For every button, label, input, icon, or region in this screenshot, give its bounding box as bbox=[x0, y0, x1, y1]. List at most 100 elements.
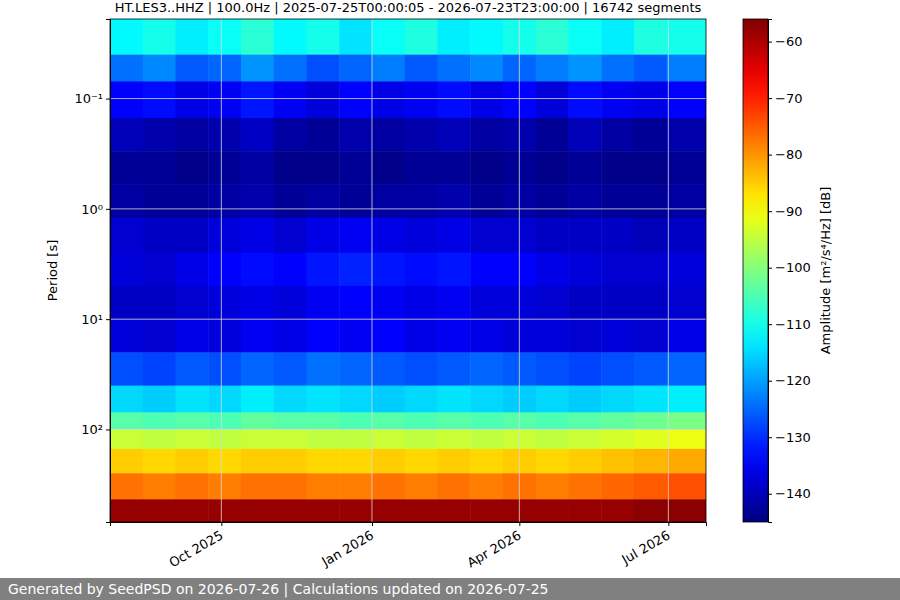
tick: −100 bbox=[768, 260, 811, 275]
cell bbox=[110, 319, 143, 353]
cell bbox=[208, 184, 241, 218]
cell bbox=[175, 386, 208, 413]
cell bbox=[372, 253, 405, 287]
cell bbox=[601, 412, 634, 430]
colorbar-title: Amplitude [m²/s⁴/Hz] [dB] bbox=[818, 187, 833, 355]
cell bbox=[274, 386, 307, 413]
cell bbox=[175, 151, 208, 185]
cell bbox=[208, 55, 241, 82]
cell bbox=[405, 118, 438, 152]
cell bbox=[405, 386, 438, 413]
cell bbox=[470, 218, 503, 254]
cell bbox=[143, 473, 176, 499]
tick-mark bbox=[768, 324, 772, 325]
cell bbox=[437, 473, 470, 499]
cell bbox=[143, 319, 176, 353]
cell bbox=[634, 286, 667, 320]
cell bbox=[372, 429, 405, 449]
tick-label: 10¹ bbox=[81, 312, 103, 327]
cell bbox=[306, 352, 339, 386]
cell bbox=[274, 151, 307, 185]
cell bbox=[437, 55, 470, 82]
tick-mark bbox=[668, 522, 669, 526]
cell bbox=[241, 352, 274, 386]
cell bbox=[339, 352, 372, 386]
cell bbox=[536, 253, 569, 287]
axis: Oct 2025Jan 2026Apr 2026Jul 2026 bbox=[111, 522, 707, 570]
cell bbox=[175, 473, 208, 499]
tick-mark bbox=[519, 522, 520, 526]
tick-mark bbox=[768, 494, 772, 495]
cell bbox=[306, 286, 339, 320]
cell bbox=[241, 81, 274, 118]
cell bbox=[110, 386, 143, 413]
cell bbox=[110, 253, 143, 287]
cell bbox=[470, 151, 503, 185]
cell bbox=[601, 81, 634, 118]
cell bbox=[274, 473, 307, 499]
cell bbox=[470, 55, 503, 82]
axis: 10⁻¹10⁰10¹10² bbox=[74, 20, 110, 523]
cell bbox=[339, 286, 372, 320]
cell bbox=[536, 352, 569, 386]
tick: Jul 2026 bbox=[618, 522, 672, 567]
cell bbox=[667, 19, 706, 55]
tick-mark bbox=[768, 211, 772, 212]
cell bbox=[470, 386, 503, 413]
cell bbox=[568, 253, 601, 287]
cell bbox=[634, 55, 667, 82]
cell bbox=[601, 218, 634, 254]
cell bbox=[175, 286, 208, 320]
cell bbox=[306, 218, 339, 254]
cell bbox=[208, 429, 241, 449]
tick-label: Jan 2026 bbox=[318, 528, 376, 570]
tick-label: −100 bbox=[775, 260, 811, 275]
tick: 10⁻¹ bbox=[74, 91, 110, 106]
tick: −80 bbox=[768, 147, 802, 162]
cell bbox=[405, 352, 438, 386]
cell bbox=[667, 429, 706, 449]
tick: Oct 2025 bbox=[166, 522, 225, 570]
cell bbox=[339, 55, 372, 82]
cell bbox=[634, 151, 667, 185]
cell bbox=[274, 319, 307, 353]
cell bbox=[372, 81, 405, 118]
cell bbox=[143, 253, 176, 287]
cell bbox=[208, 19, 241, 55]
cell bbox=[470, 184, 503, 218]
tick: −60 bbox=[768, 34, 802, 49]
cell bbox=[208, 499, 241, 522]
cell bbox=[601, 19, 634, 55]
cell bbox=[110, 499, 143, 522]
cell bbox=[601, 352, 634, 386]
plot-frame bbox=[110, 19, 706, 522]
cell bbox=[143, 19, 176, 55]
cell bbox=[241, 473, 274, 499]
grid-line bbox=[110, 429, 706, 430]
grid-line bbox=[110, 319, 706, 320]
cell bbox=[405, 449, 438, 474]
cell bbox=[274, 352, 307, 386]
title: HT.LES3..HHZ | 100.0Hz | 2025-07-25T00:0… bbox=[115, 0, 702, 15]
cell bbox=[405, 55, 438, 82]
tick-mark bbox=[106, 429, 110, 430]
cell bbox=[634, 184, 667, 218]
cell bbox=[339, 429, 372, 449]
axis: −60−70−80−90−100−110−120−130−140 bbox=[768, 20, 811, 523]
tick-label: −140 bbox=[775, 486, 811, 501]
tick-label: −60 bbox=[775, 34, 802, 49]
tick-mark bbox=[768, 381, 772, 382]
tick: −70 bbox=[768, 91, 802, 106]
cell bbox=[143, 55, 176, 82]
cell bbox=[306, 19, 339, 55]
grid-line bbox=[110, 208, 706, 209]
cell bbox=[536, 81, 569, 118]
cell bbox=[306, 473, 339, 499]
cell bbox=[339, 473, 372, 499]
axis-line bbox=[111, 523, 707, 527]
cell bbox=[306, 55, 339, 82]
cell bbox=[143, 151, 176, 185]
cell bbox=[339, 19, 372, 55]
cell bbox=[667, 218, 706, 254]
cell bbox=[143, 499, 176, 522]
